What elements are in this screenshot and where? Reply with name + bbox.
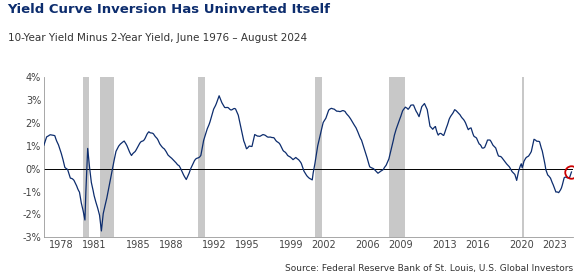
Bar (315, 77, 322, 237)
Bar (198, 77, 205, 237)
Bar (99, 77, 114, 237)
Bar (522, 77, 524, 237)
Text: Yield Curve Inversion Has Uninverted Itself: Yield Curve Inversion Has Uninverted Its… (8, 3, 331, 16)
Text: Source: Federal Reserve Bank of St. Louis, U.S. Global Investors: Source: Federal Reserve Bank of St. Loui… (285, 264, 573, 273)
Text: 10-Year Yield Minus 2-Year Yield, June 1976 – August 2024: 10-Year Yield Minus 2-Year Yield, June 1… (8, 33, 307, 43)
Bar (389, 77, 405, 237)
Bar (83, 77, 88, 237)
